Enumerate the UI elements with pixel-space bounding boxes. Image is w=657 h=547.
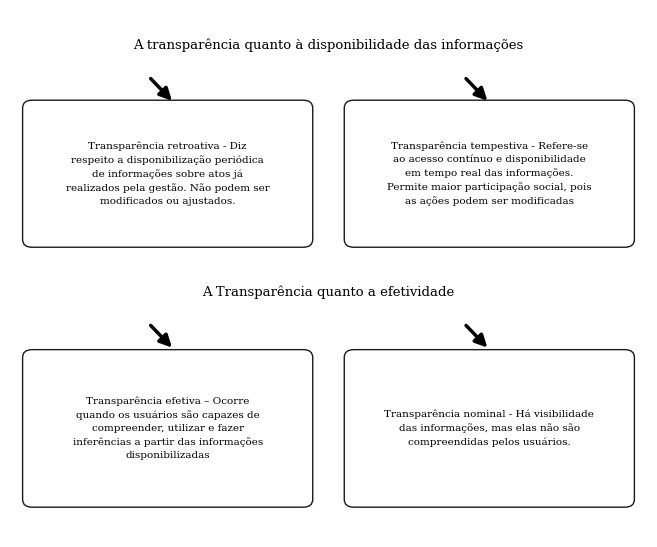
Text: Transparência retroativa - Diz
respeito a disponibilização periódica
de informaç: Transparência retroativa - Diz respeito … [66,142,269,206]
FancyBboxPatch shape [344,350,635,507]
FancyBboxPatch shape [22,350,313,507]
Text: A Transparência quanto a efetividade: A Transparência quanto a efetividade [202,285,455,299]
Text: A transparência quanto à disponibilidade das informações: A transparência quanto à disponibilidade… [133,38,524,52]
FancyBboxPatch shape [344,100,635,247]
Text: Transparência efetiva – Ocorre
quando os usuários são capazes de
compreender, ut: Transparência efetiva – Ocorre quando os… [72,397,263,460]
Text: Transparência tempestiva - Refere-se
ao acesso contínuo e disponibilidade
em tem: Transparência tempestiva - Refere-se ao … [387,141,592,206]
Text: Transparência nominal - Há visibilidade
das informações, mas elas não são
compre: Transparência nominal - Há visibilidade … [384,410,595,447]
FancyBboxPatch shape [22,100,313,247]
